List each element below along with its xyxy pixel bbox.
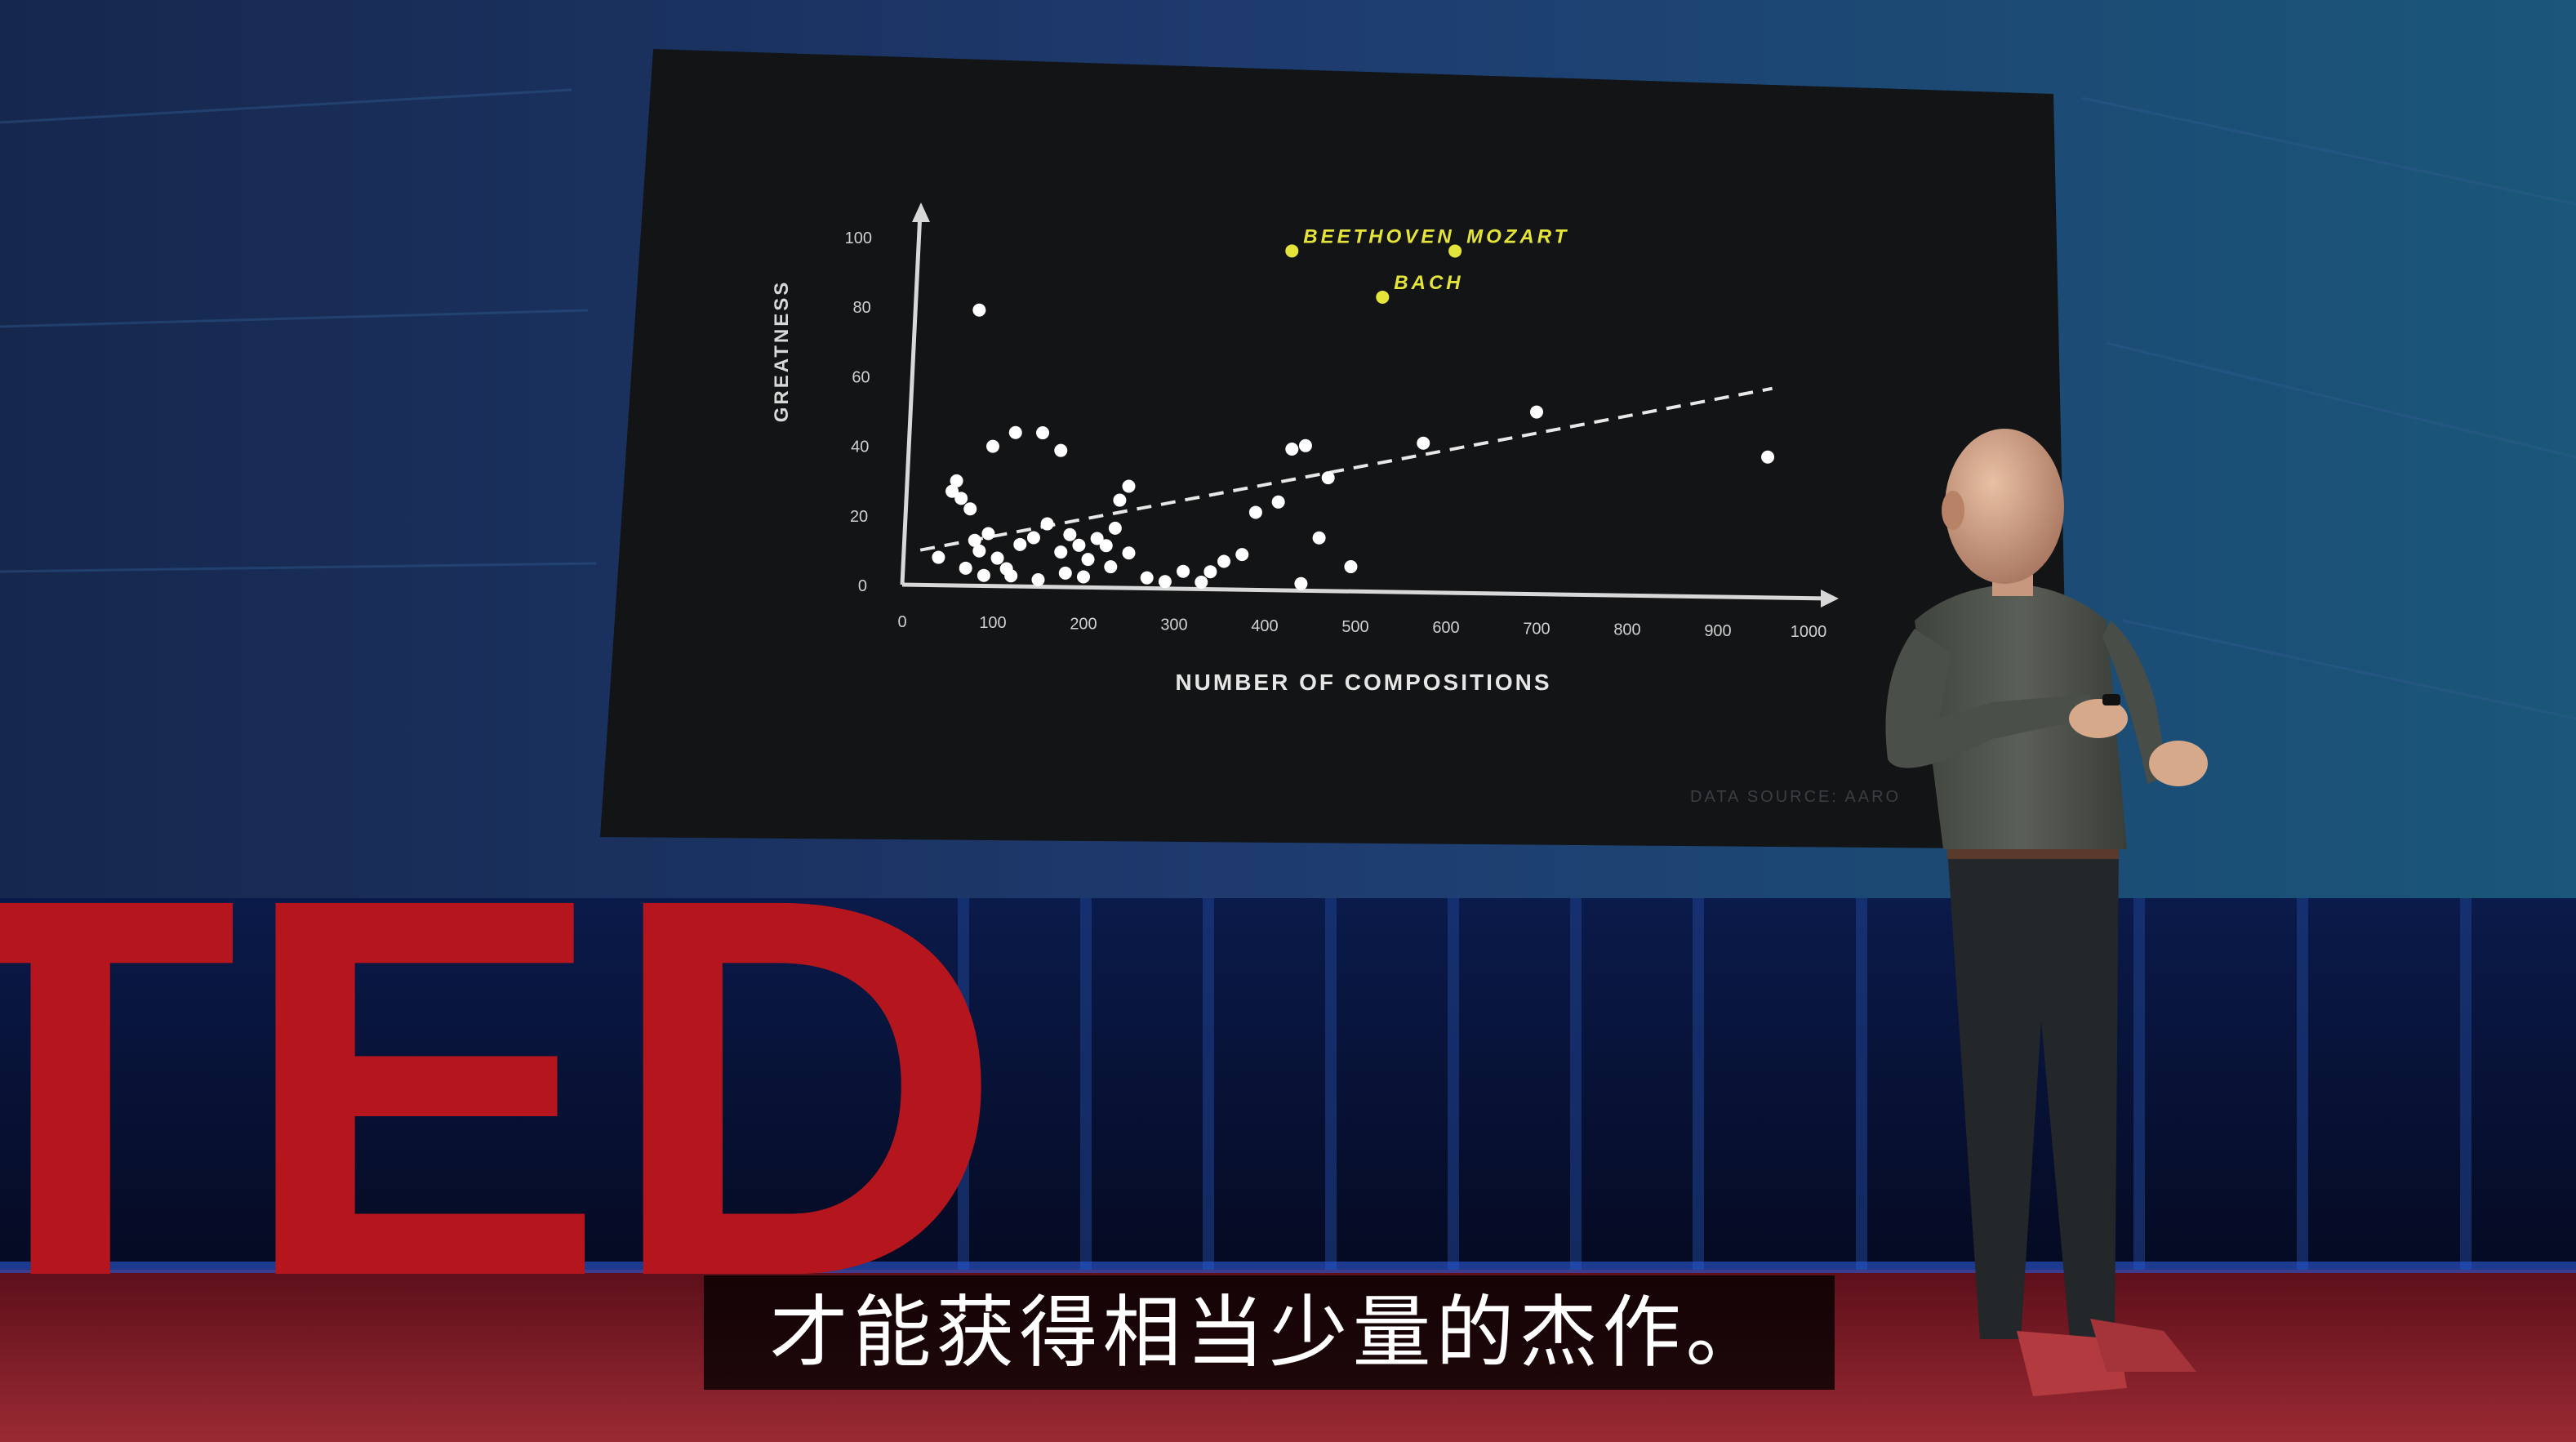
backdrop-streaks xyxy=(0,88,2576,720)
data-point xyxy=(1054,545,1068,559)
data-point xyxy=(959,561,972,575)
data-point xyxy=(1104,560,1118,574)
highlighted-points: BEETHOVEN MOZART BACH xyxy=(1285,225,1569,304)
stage-edge-glow xyxy=(0,1262,2576,1273)
x-tick-labels: 0 100 200 300 400 500 600 700 800 900 1000 xyxy=(897,613,1826,641)
x-tick-label: 700 xyxy=(1523,620,1550,638)
data-point xyxy=(1298,438,1312,452)
data-point xyxy=(1321,471,1335,485)
y-tick-labels: 0 20 40 60 80 100 xyxy=(845,229,872,595)
data-point xyxy=(1761,450,1775,464)
data-point xyxy=(1140,571,1154,585)
highlighted-point xyxy=(1448,244,1462,258)
data-point xyxy=(1026,531,1040,545)
data-point xyxy=(932,550,945,564)
data-point xyxy=(1054,443,1068,457)
data-points xyxy=(932,303,1775,590)
data-point xyxy=(1099,539,1113,553)
x-tick-label: 600 xyxy=(1432,619,1459,637)
y-tick-label: 0 xyxy=(858,577,867,595)
data-point xyxy=(972,303,986,317)
data-point xyxy=(1294,576,1308,590)
data-point xyxy=(1122,479,1136,493)
data-point xyxy=(986,439,999,453)
y-tick-label: 20 xyxy=(850,508,868,526)
curtain-folds xyxy=(958,898,2471,1274)
y-tick-label: 40 xyxy=(851,438,869,456)
data-point xyxy=(1195,575,1208,589)
data-point xyxy=(990,551,1004,565)
stage-curtain xyxy=(0,898,2576,1274)
data-point xyxy=(1113,493,1127,507)
data-point xyxy=(977,568,990,582)
data-point xyxy=(1081,553,1095,567)
data-point xyxy=(1058,566,1072,580)
x-tick-label: 400 xyxy=(1251,617,1278,635)
data-point xyxy=(1417,436,1430,450)
x-tick-label: 500 xyxy=(1341,618,1368,636)
data-point xyxy=(945,484,959,498)
x-tick-label: 800 xyxy=(1613,621,1640,639)
scatter-chart: 0 100 200 300 400 500 600 700 800 900 1000 0 20 40 60… xyxy=(771,203,1901,806)
data-point xyxy=(1285,442,1299,456)
data-point xyxy=(1004,569,1018,583)
highlighted-point-label: BACH xyxy=(1394,272,1463,294)
data-point xyxy=(1312,531,1326,545)
data-point xyxy=(981,527,995,541)
highlighted-point xyxy=(1376,290,1390,304)
y-tick-label: 60 xyxy=(852,368,870,386)
x-tick-label: 200 xyxy=(1070,615,1097,633)
data-point xyxy=(1090,532,1104,545)
data-point xyxy=(1344,560,1358,574)
data-point xyxy=(1031,572,1045,586)
data-point xyxy=(1063,527,1077,541)
x-tick-label: 300 xyxy=(1160,616,1187,634)
y-axis-arrow xyxy=(912,203,930,222)
data-point xyxy=(1271,495,1285,509)
subtitle-caption: 才能获得相当少量的杰作。 xyxy=(704,1275,1835,1390)
highlighted-point-label: MOZART xyxy=(1466,225,1569,247)
data-point xyxy=(950,474,963,487)
data-point xyxy=(1077,570,1090,584)
data-source-label: DATA SOURCE: AARO xyxy=(1690,788,1901,806)
y-tick-label: 80 xyxy=(853,299,871,317)
data-point xyxy=(1072,538,1086,552)
highlighted-point xyxy=(1285,244,1299,258)
data-point xyxy=(968,533,981,547)
data-point xyxy=(1108,521,1122,535)
data-point xyxy=(1248,505,1262,519)
data-point xyxy=(1203,565,1217,579)
data-point xyxy=(954,492,968,505)
x-tick-label: 1000 xyxy=(1791,623,1827,641)
y-axis-label: GREATNESS xyxy=(771,280,793,423)
highlighted-point-label: BEETHOVEN xyxy=(1303,225,1454,247)
x-tick-label: 900 xyxy=(1704,622,1731,640)
x-tick-label: 0 xyxy=(897,613,906,631)
x-tick-label: 100 xyxy=(979,614,1006,632)
y-axis-line xyxy=(900,211,923,585)
data-point xyxy=(1036,426,1050,440)
data-point xyxy=(972,544,986,558)
data-point xyxy=(1235,548,1249,562)
data-point xyxy=(1530,405,1543,419)
data-point xyxy=(1217,554,1231,568)
x-axis-arrow xyxy=(1821,590,1839,608)
data-point xyxy=(1040,517,1054,531)
speaker xyxy=(1885,429,2208,1396)
data-point xyxy=(1158,575,1172,589)
data-point xyxy=(1013,537,1027,551)
data-point xyxy=(1008,425,1022,439)
data-point xyxy=(1122,546,1136,560)
x-axis-label: NUMBER OF COMPOSITIONS xyxy=(1175,670,1551,695)
x-axis-line xyxy=(901,582,1830,601)
trend-line xyxy=(919,386,1773,552)
projection-screen xyxy=(600,49,2070,849)
data-point xyxy=(1177,564,1190,578)
y-tick-label: 100 xyxy=(845,229,872,247)
data-point xyxy=(963,502,977,516)
